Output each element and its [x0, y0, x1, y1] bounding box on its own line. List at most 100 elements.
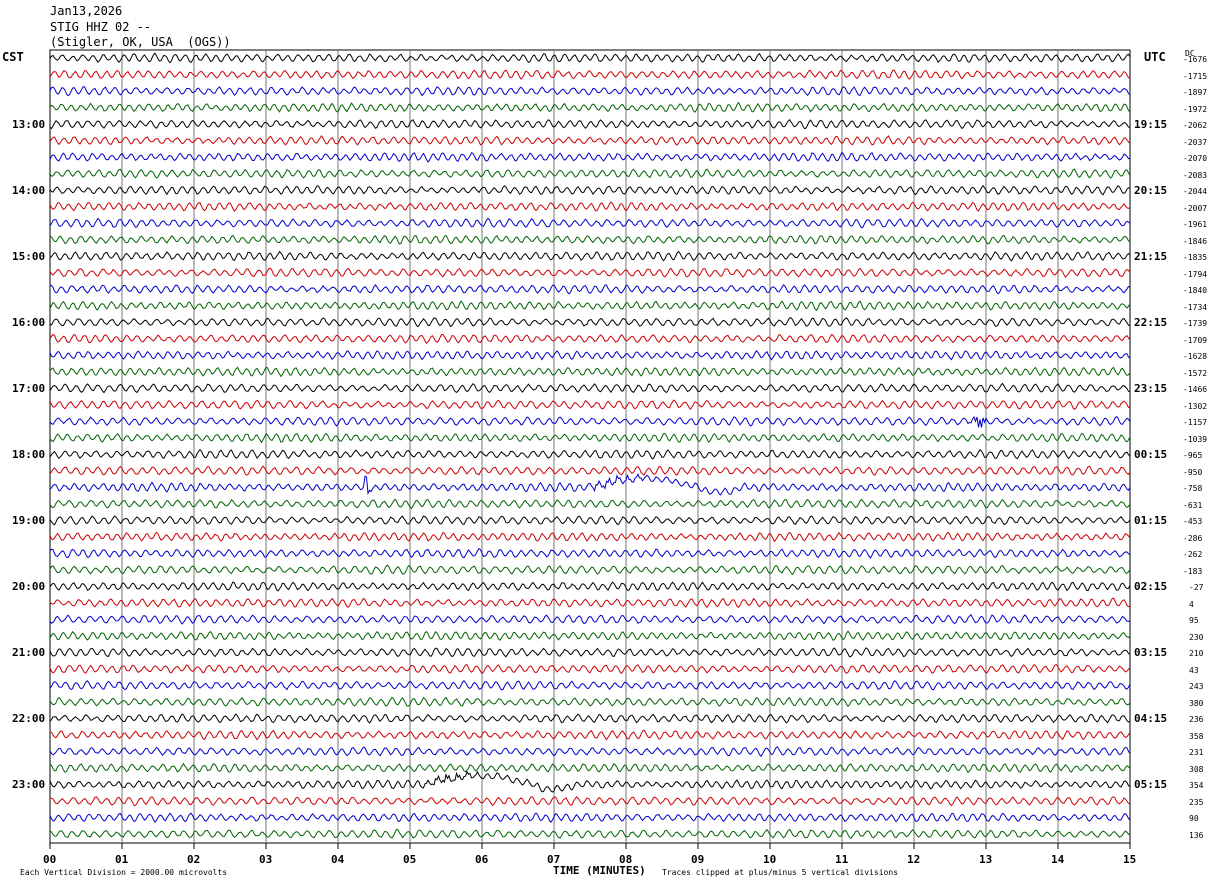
trace-row-22: [49, 415, 1131, 428]
dc-offset-row-41: 358: [1189, 731, 1204, 741]
division-note: Each Vertical Division = 2000.00 microvo…: [20, 868, 228, 877]
trace-row-44: [49, 770, 1131, 793]
dc-offset-row-0: -1676: [1183, 55, 1208, 64]
x-tick-label-10: 10: [763, 853, 777, 866]
dc-offset-row-3: -1972: [1183, 104, 1208, 114]
dc-offset-row-47: 136: [1189, 831, 1204, 840]
x-tick-label-11: 11: [835, 853, 849, 866]
dc-offset-row-34: 95: [1189, 616, 1199, 626]
trace-row-33: [49, 597, 1131, 609]
trace-row-40: [49, 713, 1131, 724]
dc-offset-row-23: -1039: [1183, 434, 1208, 444]
right-hour-label-3: 22:15: [1134, 316, 1168, 330]
dc-offset-row-22: -1157: [1183, 418, 1208, 428]
right-hour-label-9: 04:15: [1134, 712, 1168, 726]
dc-offset-row-40: 236: [1189, 715, 1204, 725]
x-tick-label-00: 00: [43, 853, 57, 866]
left-timezone-label: CST: [2, 50, 24, 64]
x-tick-label-04: 04: [331, 853, 345, 866]
x-tick-label-06: 06: [475, 853, 489, 866]
dc-offset-row-15: -1734: [1183, 302, 1208, 312]
dc-offset-row-4: -2062: [1183, 121, 1208, 131]
dc-offset-row-28: -453: [1183, 517, 1203, 527]
dc-offset-row-38: 243: [1189, 682, 1204, 692]
left-hour-label-10: 23:00: [12, 778, 46, 792]
dc-offset-row-14: -1840: [1183, 286, 1208, 296]
dc-offset-row-11: -1846: [1183, 236, 1208, 246]
dc-offset-row-29: -286: [1183, 533, 1203, 543]
trace-row-45: [50, 795, 1131, 807]
dc-offset-row-17: -1709: [1183, 335, 1208, 345]
x-tick-label-03: 03: [259, 853, 273, 866]
x-tick-label-14: 14: [1051, 853, 1065, 866]
dc-offset-row-25: -950: [1183, 467, 1203, 477]
trace-row-26: [49, 473, 1131, 496]
right-hour-label-10: 05:15: [1134, 778, 1168, 792]
x-tick-label-09: 09: [691, 853, 705, 866]
trace-row-36: [49, 647, 1131, 658]
trace-row-23: [49, 432, 1131, 444]
trace-row-11: [49, 234, 1131, 245]
dc-offset-row-30: -262: [1183, 550, 1203, 560]
trace-row-17: [49, 333, 1131, 344]
dc-offset-row-31: -183: [1183, 566, 1203, 576]
x-axis-label: TIME (MINUTES): [553, 864, 646, 877]
left-hour-label-6: 19:00: [12, 514, 46, 528]
trace-row-39: [49, 696, 1131, 708]
dc-offset-row-1: -1715: [1183, 71, 1208, 81]
right-hour-label-4: 23:15: [1134, 382, 1168, 396]
trace-row-19: [49, 366, 1131, 378]
dc-offset-row-37: 43: [1189, 665, 1199, 675]
dc-offset-row-20: -1466: [1183, 385, 1208, 395]
right-hour-label-7: 02:15: [1134, 580, 1168, 594]
dc-header: DC: [1185, 49, 1195, 58]
x-tick-label-02: 02: [187, 853, 201, 866]
left-hour-label-0: 13:00: [12, 118, 46, 132]
dc-offset-row-16: -1739: [1183, 319, 1208, 329]
trace-row-27: [49, 498, 1131, 510]
trace-row-15: [49, 300, 1131, 311]
dc-offset-row-7: -2083: [1183, 170, 1208, 180]
right-hour-label-6: 01:15: [1134, 514, 1168, 528]
trace-row-10: [49, 217, 1131, 229]
x-tick-label-12: 12: [907, 853, 921, 866]
trace-row-4: [49, 119, 1131, 130]
dc-offset-row-39: 380: [1189, 698, 1204, 708]
trace-row-34: [49, 614, 1131, 625]
trace-row-6: [49, 151, 1131, 163]
dc-offset-row-35: 230: [1189, 632, 1204, 642]
trace-row-8: [49, 184, 1131, 196]
dc-offset-row-46: 90: [1189, 814, 1199, 824]
dc-offset-row-43: 308: [1189, 764, 1204, 774]
trace-row-24: [49, 448, 1131, 460]
trace-row-16: [49, 317, 1131, 328]
dc-offset-row-45: 235: [1189, 797, 1204, 807]
dc-offset-row-19: -1572: [1183, 368, 1208, 378]
dc-offset-row-8: -2044: [1183, 187, 1208, 197]
dc-offset-row-13: -1794: [1183, 269, 1208, 279]
right-timezone-label: UTC: [1144, 50, 1166, 64]
right-hour-label-8: 03:15: [1134, 646, 1168, 660]
trace-row-30: [49, 548, 1131, 559]
right-hour-label-0: 19:15: [1134, 118, 1168, 132]
dc-offset-row-36: 210: [1189, 649, 1204, 659]
trace-row-0: [49, 52, 1131, 64]
dc-offset-row-12: -1835: [1183, 253, 1208, 263]
trace-row-12: [49, 250, 1131, 262]
right-hour-label-2: 21:15: [1134, 250, 1168, 264]
trace-row-38: [49, 679, 1131, 691]
x-tick-label-13: 13: [979, 853, 993, 866]
dc-offset-row-2: -1897: [1183, 88, 1208, 98]
trace-row-46: [49, 812, 1131, 823]
dc-offset-row-10: -1961: [1183, 220, 1208, 230]
left-hour-label-3: 16:00: [12, 316, 46, 330]
trace-row-13: [49, 267, 1131, 279]
dc-offset-row-6: -2070: [1183, 154, 1208, 164]
trace-row-3: [49, 101, 1131, 113]
trace-row-29: [49, 531, 1131, 543]
station-location: (Stigler, OK, USA (OGS)): [50, 35, 231, 49]
trace-row-43: [49, 762, 1131, 774]
dc-offset-row-32: -27: [1189, 583, 1204, 593]
trace-row-25: [49, 465, 1131, 476]
